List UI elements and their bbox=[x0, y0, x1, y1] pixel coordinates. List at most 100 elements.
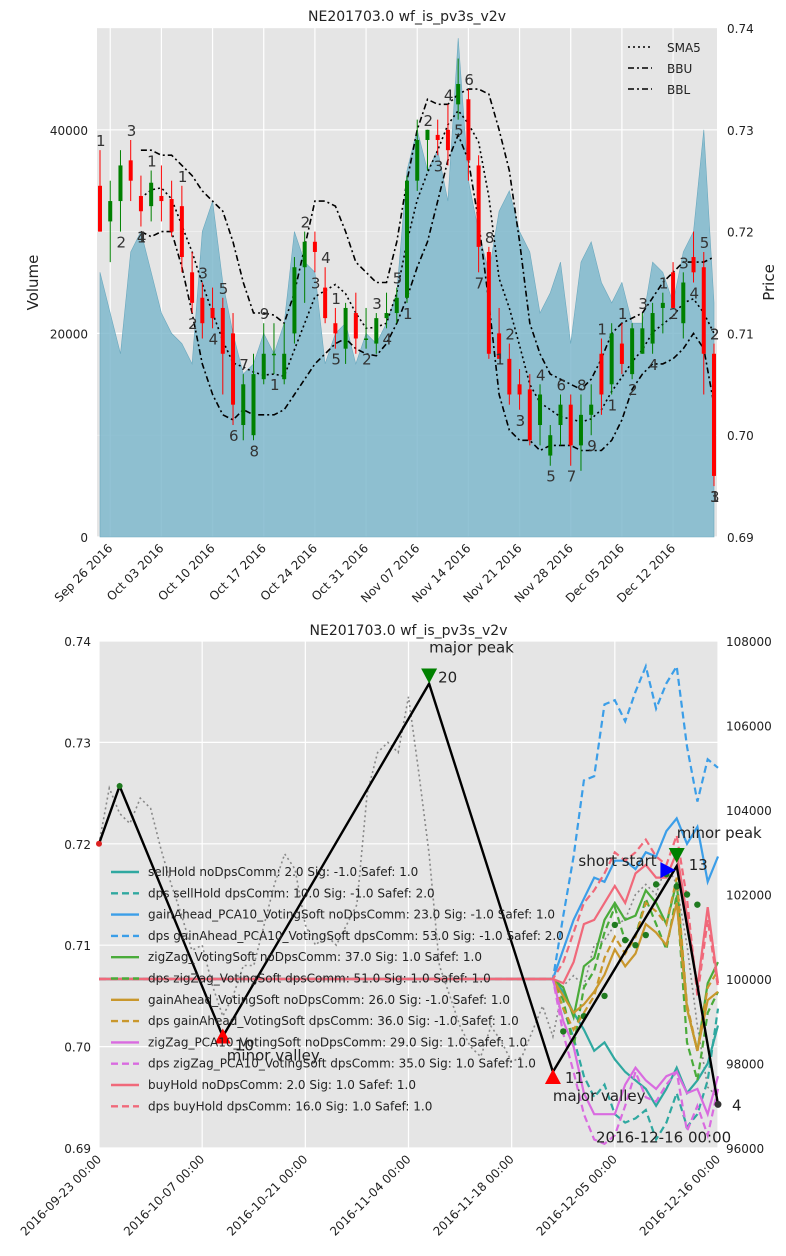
candle-count-label: 4 bbox=[649, 356, 659, 374]
chart-title: NE201703.0 wf_is_pv3s_v2v bbox=[308, 9, 506, 25]
signal-dot bbox=[601, 992, 608, 1000]
candle-body bbox=[507, 358, 512, 395]
marker-label: major peak bbox=[429, 638, 514, 656]
legend-label: dps sellHold dpsComm: 10.0 Sig: -1.0 Saf… bbox=[148, 886, 435, 900]
candlestick-volume-chart: 1234111234567891234512345123456781234567… bbox=[24, 9, 778, 605]
candle-body bbox=[435, 134, 440, 140]
valley-marker bbox=[544, 1069, 561, 1085]
y-tick-label-right: 0.71 bbox=[727, 327, 754, 341]
candle-count-label: 4 bbox=[690, 285, 700, 303]
y-axis-label-left: Volume bbox=[24, 255, 42, 311]
x-tick-label: 2016-10-21 00:00 bbox=[224, 1152, 310, 1238]
candle-body bbox=[333, 323, 338, 334]
candle-body bbox=[302, 241, 307, 268]
candle-count-label: 2 bbox=[362, 351, 372, 369]
candle-body bbox=[599, 353, 604, 395]
signal-dot bbox=[694, 901, 701, 908]
candle-body bbox=[538, 394, 543, 426]
candle-body bbox=[149, 182, 154, 207]
candle-body bbox=[476, 165, 481, 247]
y-tick-label-left: 20000 bbox=[50, 327, 88, 341]
bbu-line bbox=[140, 88, 715, 391]
candle-count-label: 5 bbox=[393, 270, 403, 288]
signal-dot bbox=[683, 891, 691, 898]
equity-line bbox=[99, 816, 720, 981]
candle-count-label: 7 bbox=[567, 468, 577, 486]
candle-body bbox=[619, 343, 624, 364]
candle-count-label: 3 bbox=[198, 265, 208, 283]
zigzag-peak-dot bbox=[116, 783, 123, 790]
candle-count-label: 5 bbox=[700, 234, 710, 252]
candle-count-label: 1 bbox=[403, 305, 413, 323]
candle-body bbox=[578, 414, 583, 446]
candle-body bbox=[681, 282, 686, 324]
candle-count-label: 3 bbox=[311, 274, 321, 292]
candle-count-label: 1 bbox=[96, 132, 106, 150]
y-tick-label-left: 0 bbox=[80, 531, 88, 545]
equity-line bbox=[99, 848, 720, 988]
candle-body bbox=[312, 241, 317, 252]
candle-body bbox=[108, 201, 113, 222]
y-tick-label-right: 102000 bbox=[726, 889, 772, 903]
candle-body bbox=[568, 404, 573, 446]
candle-body bbox=[609, 333, 614, 385]
candle-body bbox=[527, 389, 532, 441]
candle-body bbox=[630, 328, 635, 375]
candle-count-label: 3 bbox=[127, 122, 137, 140]
candle-count-label: 2 bbox=[669, 305, 679, 323]
candle-count-label: 1 bbox=[659, 275, 669, 293]
legend-label: dps gainAhead_PCA10_VotingSoft dpsComm: … bbox=[148, 929, 564, 943]
legend-label: zigZag_PCA10_VotingSoft noDpsComm: 29.0 … bbox=[148, 1035, 527, 1049]
candle-count-label: 7 bbox=[239, 356, 249, 374]
candle-count-label: 1 bbox=[270, 376, 280, 394]
candle-count-label: 1 bbox=[331, 290, 341, 308]
candle-count-label: 4 bbox=[137, 229, 147, 247]
legend-label: gainAhead_PCA10_VotingSoft noDpsComm: 23… bbox=[148, 908, 555, 922]
candle-count-label: 2 bbox=[505, 326, 515, 344]
candle-body bbox=[671, 272, 676, 308]
candle-body bbox=[271, 353, 276, 356]
marker-label: short start bbox=[578, 852, 656, 870]
candle-count-label: 2 bbox=[423, 112, 433, 130]
candle-body bbox=[128, 160, 133, 181]
legend-label: dps zigZag_VotingSoft dpsComm: 51.0 Sig:… bbox=[148, 972, 491, 986]
candle-body bbox=[159, 195, 164, 202]
candle-count-label: 6 bbox=[229, 427, 239, 445]
legend-label: buyHold noDpsComm: 2.0 Sig: 1.0 Safef: 1… bbox=[148, 1078, 416, 1092]
candle-body bbox=[118, 165, 123, 202]
signal-dot bbox=[621, 936, 629, 944]
signal-dot bbox=[632, 942, 639, 949]
candle-count-label: 8 bbox=[485, 229, 495, 247]
price-line bbox=[98, 696, 719, 1098]
candle-body bbox=[394, 297, 399, 314]
y-tick-label-left: 0.71 bbox=[64, 939, 91, 953]
y-axis-label-right: Price bbox=[760, 264, 778, 301]
signal-dot bbox=[611, 921, 619, 929]
y-tick-label-right: 108000 bbox=[726, 635, 772, 649]
y-tick-label-right: 0.74 bbox=[727, 22, 754, 36]
candle-body bbox=[190, 272, 195, 303]
candle-count-label: 3 bbox=[434, 157, 444, 175]
legend-label: BBL bbox=[667, 83, 690, 97]
equity-line bbox=[99, 834, 720, 997]
candle-body bbox=[425, 129, 430, 140]
candle-count-label: 3 bbox=[372, 295, 382, 313]
candle-body bbox=[466, 99, 471, 161]
candle-count-label: 4 bbox=[321, 249, 331, 267]
y-tick-label-left: 40000 bbox=[50, 124, 88, 138]
candle-body bbox=[98, 185, 102, 232]
peak-marker bbox=[668, 847, 685, 863]
candle-body bbox=[456, 83, 461, 105]
legend-label: dps zigZag_PCA10_VotingSoft dpsComm: 35.… bbox=[148, 1057, 536, 1071]
candle-body bbox=[650, 313, 655, 344]
candle-count-label: 2 bbox=[116, 234, 126, 252]
candle-body bbox=[231, 333, 236, 405]
candle-count-label: 4 bbox=[444, 86, 454, 104]
candle-body bbox=[517, 384, 522, 395]
candle-count-label: 9 bbox=[260, 305, 270, 323]
candle-count-label: 2 bbox=[188, 315, 198, 333]
y-tick-label-right: 106000 bbox=[726, 720, 772, 734]
equity-line bbox=[99, 662, 719, 981]
candle-count-label: 4 bbox=[536, 366, 546, 384]
candle-count-label: 1 bbox=[147, 153, 157, 171]
